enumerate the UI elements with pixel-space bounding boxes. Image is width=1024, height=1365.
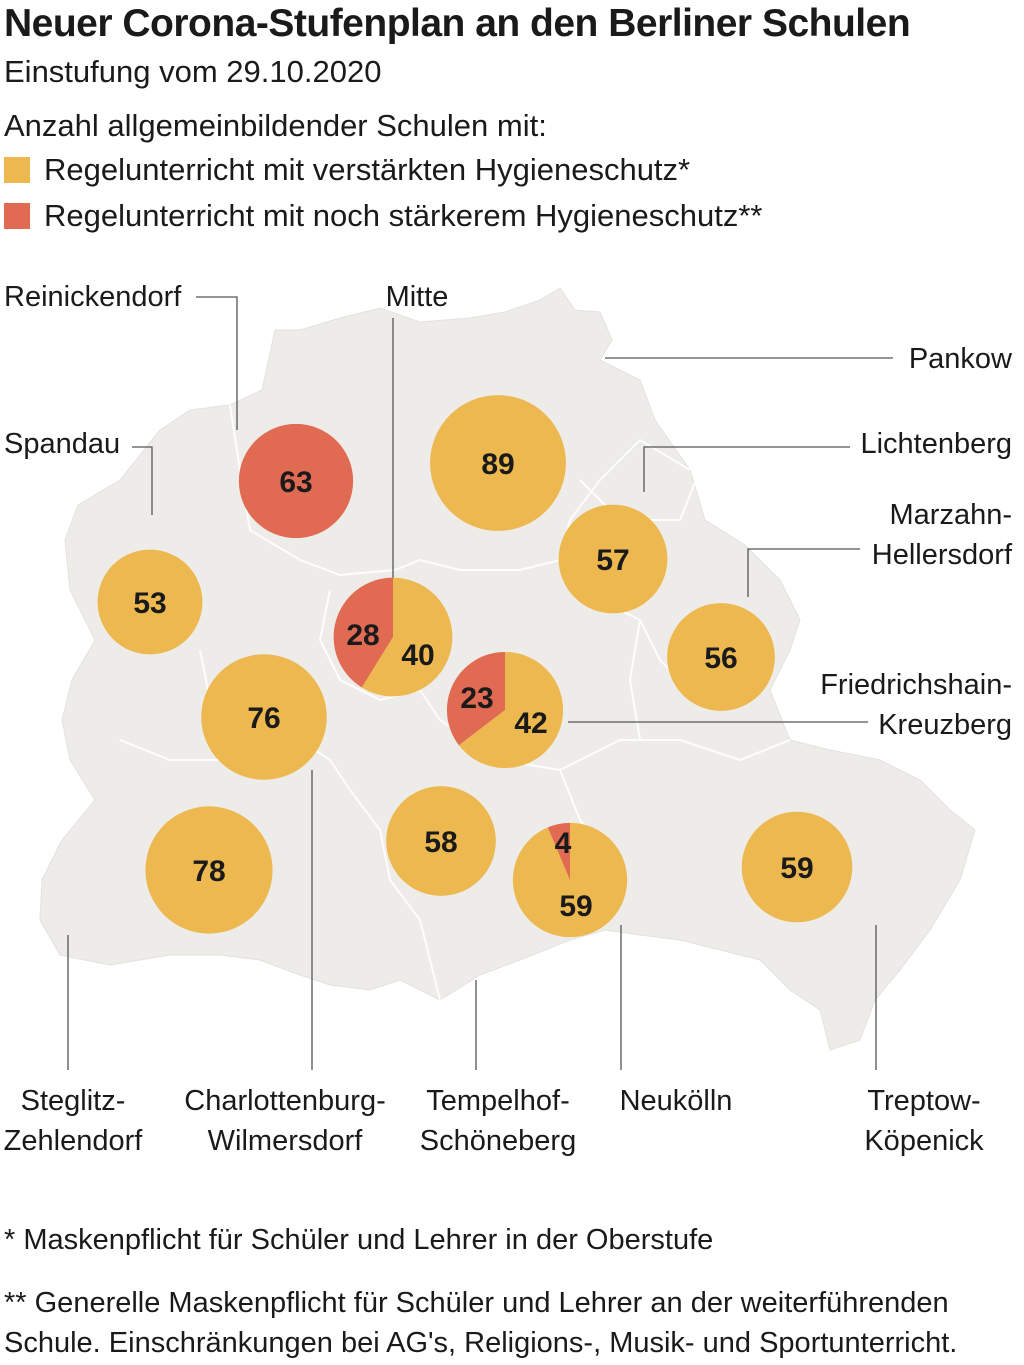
- legend-label-yellow: Regelunterricht mit verstärkten Hygienes…: [44, 152, 691, 187]
- bubble-circle-lichtenberg: [558, 504, 668, 614]
- footnote-2: ** Generelle Maskenpflicht für Schüler u…: [4, 1287, 958, 1359]
- bubble-steglitz-zehlendorf: 78: [145, 806, 273, 934]
- bubble-circle-marzahn-hellersdorf: [667, 603, 775, 711]
- bubble-marzahn-hellersdorf: 56: [667, 603, 775, 711]
- bubble-friedrichshain-kreuzberg: 23 42: [446, 651, 564, 769]
- district-label-spandau: Spandau: [4, 428, 120, 460]
- bubble-spandau: 53: [97, 549, 203, 655]
- district-label-mitte: Mitte: [386, 281, 449, 313]
- legend-item-yellow: Regelunterricht mit verstärkten Hygienes…: [4, 152, 690, 188]
- bubble-pankow: 89: [430, 395, 566, 531]
- berlin-map: 63 28 40 89 53 57 56 23 42 76 78 58 4 59 59 Reinickend…: [4, 281, 1013, 1157]
- pie-slice-red-friedrichshain-kreuzberg: [446, 651, 505, 746]
- count-yellow-tempelhof-schoeneberg: 58: [424, 826, 457, 859]
- legend-intro: Anzahl allgemeinbildender Schulen mit:: [4, 108, 547, 143]
- bubble-lichtenberg: 57: [558, 504, 668, 614]
- bubble-tempelhof-schoeneberg: 58: [386, 786, 496, 896]
- count-yellow-mitte: 40: [401, 639, 434, 672]
- legend-swatch-red: [4, 203, 30, 229]
- count-red-mitte: 28: [346, 619, 379, 652]
- district-label-lichtenberg: Lichtenberg: [860, 428, 1012, 460]
- count-yellow-friedrichshain-kreuzberg: 42: [514, 707, 547, 740]
- bubble-charlottenburg-wilmersdorf: 76: [201, 654, 327, 780]
- pie-slice-red-mitte: [333, 577, 393, 688]
- bubble-circle-charlottenburg-wilmersdorf: [201, 654, 327, 780]
- page-title: Neuer Corona-Stufenplan an den Berliner …: [4, 2, 911, 45]
- bubble-circle-spandau: [97, 549, 203, 655]
- count-yellow-steglitz-zehlendorf: 78: [192, 855, 225, 888]
- pie-slice-yellow-friedrichshain-kreuzberg: [458, 651, 564, 769]
- bubble-circle-steglitz-zehlendorf: [145, 806, 273, 934]
- district-label-pankow: Pankow: [909, 343, 1013, 375]
- district-label-steglitz-zehlendorf: Steglitz-Zehlendorf: [4, 1085, 144, 1157]
- bubble-circle-pankow: [430, 395, 566, 531]
- count-yellow-treptow-koepenick: 59: [780, 852, 813, 885]
- district-label-neukoelln: Neukölln: [620, 1085, 733, 1117]
- district-bubbles: 63 28 40 89 53 57 56 23 42 76 78 58 4 59 59: [97, 395, 853, 938]
- count-red-neukoelln: 4: [555, 827, 572, 860]
- count-red-reinickendorf: 63: [279, 466, 312, 499]
- bubble-circle-tempelhof-schoeneberg: [386, 786, 496, 896]
- legend-swatch-yellow: [4, 157, 30, 183]
- district-label-charlottenburg-wilmersdorf: Charlottenburg-Wilmersdorf: [184, 1085, 386, 1157]
- bubble-circle-treptow-koepenick: [741, 811, 853, 923]
- legend-label-red: Regelunterricht mit noch stärkerem Hygie…: [44, 198, 763, 233]
- bubble-reinickendorf: 63: [238, 423, 354, 539]
- district-label-friedrichshain-kreuzberg: Friedrichshain-Kreuzberg: [820, 669, 1012, 741]
- count-yellow-pankow: 89: [481, 448, 514, 481]
- pie-slice-red-neukoelln: [547, 822, 570, 880]
- legend-item-red: Regelunterricht mit noch stärkerem Hygie…: [4, 198, 762, 234]
- footnote-1: * Maskenpflicht für Schüler und Lehrer i…: [4, 1224, 714, 1256]
- district-label-marzahn-hellersdorf: Marzahn-Hellersdorf: [872, 499, 1013, 571]
- pie-slice-yellow-neukoelln: [512, 822, 628, 938]
- count-yellow-spandau: 53: [133, 587, 166, 620]
- district-label-reinickendorf: Reinickendorf: [4, 281, 182, 313]
- bubble-neukoelln: 4 59: [512, 822, 628, 938]
- count-yellow-charlottenburg-wilmersdorf: 76: [247, 702, 280, 735]
- district-labels: Reinickendorf Mitte Pankow Spandau Lichtenbe…: [4, 281, 1013, 1157]
- pie-slice-yellow-mitte: [361, 577, 453, 697]
- bubble-mitte: 28 40: [333, 577, 453, 697]
- leader-lines: [67, 296, 893, 1070]
- count-red-friedrichshain-kreuzberg: 23: [460, 682, 493, 715]
- count-yellow-neukoelln: 59: [559, 890, 592, 923]
- bubble-treptow-koepenick: 59: [741, 811, 853, 923]
- district-label-treptow-koepenick: Treptow-Köpenick: [864, 1085, 984, 1157]
- page-subtitle: Einstufung vom 29.10.2020: [4, 54, 382, 89]
- count-yellow-lichtenberg: 57: [596, 544, 629, 577]
- district-label-tempelhof-schoeneberg: Tempelhof-Schöneberg: [420, 1085, 576, 1157]
- bubble-circle-reinickendorf: [238, 423, 354, 539]
- count-yellow-marzahn-hellersdorf: 56: [704, 642, 737, 675]
